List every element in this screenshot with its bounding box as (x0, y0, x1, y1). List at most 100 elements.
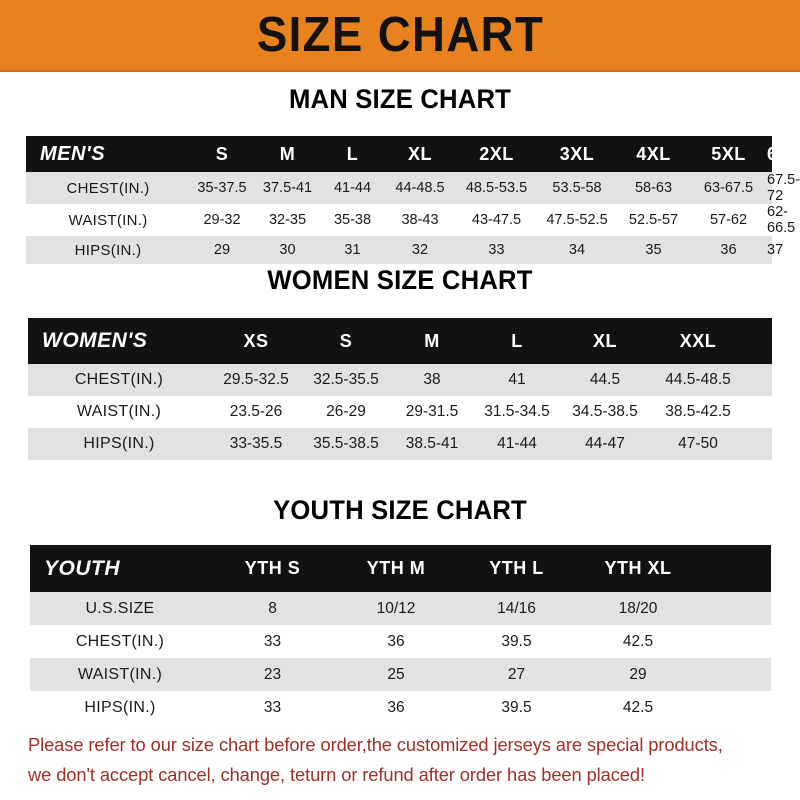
youth-row-label-waist: WAIST(IN.) (77, 665, 163, 683)
youth-chest-m: 36 (387, 632, 405, 650)
youth-section-title: YOUTH SIZE CHART (273, 495, 527, 525)
table-row: WAIST(IN.) 23 25 27 29 (30, 658, 771, 691)
youth-col-yth-s: YTH S (244, 558, 301, 578)
women-chest-xxl: 44.5-48.5 (665, 371, 731, 388)
women-chest-m: 38 (423, 371, 441, 388)
women-col-xs: XS (243, 330, 269, 351)
women-chest-spacer (746, 364, 772, 396)
youth-chest-spacer (700, 625, 771, 658)
youth-chest-l: 39.5 (501, 632, 532, 650)
man-waist-s: 29-32 (203, 212, 241, 228)
youth-waist-m: 25 (387, 665, 405, 683)
man-col-xl: XL (407, 143, 432, 164)
women-hips-xxl: 47-50 (678, 435, 718, 452)
man-chest-6xl: 67.5-72 (767, 172, 800, 204)
man-col-s: S (215, 143, 229, 164)
youth-chest-s: 33 (263, 632, 282, 650)
man-table-body: CHEST(IN.) 35-37.5 37.5-41 41-44 44-48.5… (26, 172, 800, 264)
women-chest-xs: 29.5-32.5 (223, 371, 289, 388)
youth-col-yth-m: YTH M (366, 558, 426, 578)
table-row: HIPS(IN.) 29 30 31 32 33 34 35 36 37 (26, 236, 784, 264)
man-hips-6xl: 37 (767, 242, 784, 258)
man-chest-l: 41-44 (333, 180, 372, 196)
youth-ussize-l: 14/16 (497, 599, 536, 617)
youth-hips-spacer (700, 691, 771, 724)
man-col-4xl: 4XL (636, 143, 671, 164)
women-waist-xl: 34.5-38.5 (572, 403, 638, 420)
women-table-body: CHEST(IN.) 29.5-32.5 32.5-35.5 38 41 44.… (28, 364, 772, 460)
youth-chest-xl: 42.5 (622, 632, 654, 650)
youth-col-yth-xl: YTH XL (604, 558, 672, 578)
youth-hips-s: 33 (263, 698, 282, 716)
man-section-title: MAN SIZE CHART (288, 84, 512, 114)
man-hips-5xl: 36 (720, 242, 737, 258)
man-chest-m: 37.5-41 (262, 180, 313, 196)
man-waist-2xl: 43-47.5 (471, 212, 522, 228)
youth-waist-l: 27 (507, 665, 526, 683)
table-row: WAIST(IN.) 23.5-26 26-29 29-31.5 31.5-34… (28, 396, 772, 428)
man-col-3xl: 3XL (559, 143, 595, 164)
women-hips-m: 38.5-41 (405, 435, 459, 452)
man-col-2xl: 2XL (479, 143, 514, 164)
youth-row-label-us-size: U.S.SIZE (85, 599, 155, 617)
order-policy-note-line-1: Please refer to our size chart before or… (28, 734, 723, 755)
youth-hips-xl: 42.5 (622, 698, 654, 716)
women-col-spacer (746, 318, 772, 364)
man-col-6xl: 6XL (767, 143, 800, 164)
man-table-header: MEN'S S M L XL 2XL 3XL 4XL 5XL 6XL (26, 136, 800, 172)
man-hips-3xl: 34 (568, 242, 586, 258)
women-size-table: WOMEN'S XS S M L XL XXL CHEST(IN.) 29.5-… (28, 318, 772, 460)
youth-ussize-m: 10/12 (376, 599, 416, 617)
man-row-label-chest: CHEST(IN.) (66, 179, 150, 197)
man-hips-xl: 32 (411, 242, 429, 258)
man-waist-5xl: 57-62 (709, 212, 748, 228)
youth-waist-xl: 29 (629, 665, 647, 683)
women-hips-xl: 44-47 (585, 435, 625, 452)
women-waist-m: 29-31.5 (405, 403, 459, 420)
youth-header-row: YOUTH YTH S YTH M YTH L YTH XL (30, 545, 771, 592)
women-table-header: WOMEN'S XS S M L XL XXL (28, 318, 772, 364)
women-waist-xxl: 38.5-42.5 (665, 403, 731, 420)
man-header-label: MEN'S (40, 142, 106, 165)
youth-ussize-s: 8 (268, 599, 277, 617)
youth-waist-s: 23 (263, 665, 282, 683)
table-row: WAIST(IN.) 29-32 32-35 35-38 38-43 43-47… (26, 204, 795, 236)
youth-size-table: YOUTH YTH S YTH M YTH L YTH XL U.S.SIZE … (30, 545, 771, 724)
women-waist-s: 26-29 (326, 403, 366, 420)
youth-waist-spacer (700, 658, 771, 691)
man-size-table: MEN'S S M L XL 2XL 3XL 4XL 5XL 6XL CHEST… (26, 136, 800, 264)
man-hips-4xl: 35 (645, 242, 662, 258)
women-row-label-hips: HIPS(IN.) (83, 435, 155, 452)
women-hips-xs: 33-35.5 (229, 435, 283, 452)
man-chest-2xl: 48.5-53.5 (465, 180, 528, 196)
man-row-label-hips: HIPS(IN.) (74, 241, 142, 259)
women-chest-s: 32.5-35.5 (313, 371, 379, 388)
man-hips-m: 30 (279, 242, 296, 258)
man-chest-s: 35-37.5 (197, 180, 247, 196)
man-header-row: MEN'S S M L XL 2XL 3XL 4XL 5XL 6XL (26, 136, 800, 172)
man-chest-xl: 44-48.5 (395, 180, 445, 196)
man-waist-l: 35-38 (333, 212, 372, 228)
table-row: CHEST(IN.) 29.5-32.5 32.5-35.5 38 41 44.… (28, 364, 772, 396)
youth-hips-m: 36 (387, 698, 405, 716)
man-col-5xl: 5XL (711, 143, 746, 164)
women-row-label-waist: WAIST(IN.) (76, 403, 162, 420)
women-waist-l: 31.5-34.5 (484, 403, 550, 420)
man-waist-3xl: 47.5-52.5 (546, 212, 608, 228)
man-waist-xl: 38-43 (401, 212, 439, 228)
man-chest-5xl: 63-67.5 (703, 180, 754, 196)
table-row: CHEST(IN.) 33 36 39.5 42.5 (30, 625, 771, 658)
man-chest-3xl: 53.5-58 (552, 180, 602, 196)
man-col-l: L (346, 143, 359, 164)
youth-row-label-hips: HIPS(IN.) (84, 698, 156, 716)
youth-table-body: U.S.SIZE 8 10/12 14/16 18/20 CHEST(IN.) … (30, 592, 771, 724)
youth-header-label: YOUTH (44, 556, 120, 580)
man-hips-2xl: 33 (488, 242, 505, 258)
women-hips-s: 35.5-38.5 (313, 435, 379, 452)
order-policy-note-line-2: we don't accept cancel, change, teturn o… (28, 764, 645, 785)
youth-col-spacer (700, 545, 771, 592)
women-col-xxl: XXL (679, 330, 717, 351)
women-row-label-chest: CHEST(IN.) (74, 371, 164, 388)
man-col-m: M (279, 143, 296, 164)
man-hips-s: 29 (213, 242, 231, 258)
